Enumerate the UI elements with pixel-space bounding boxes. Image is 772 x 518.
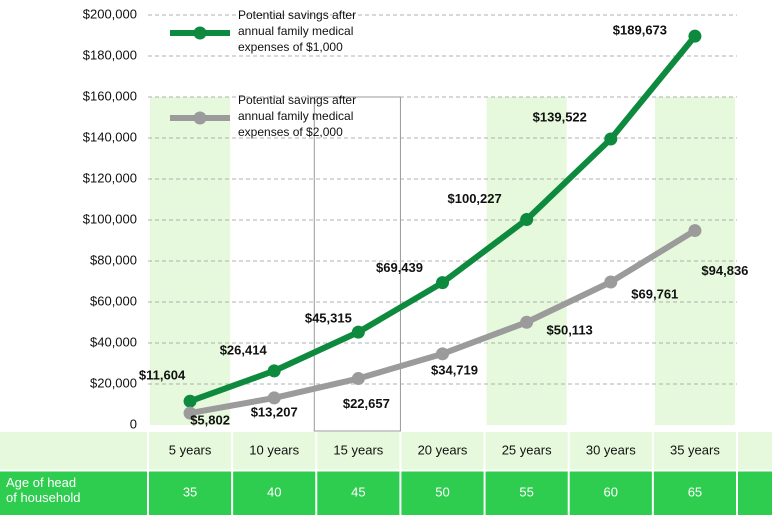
legend-dot	[193, 111, 207, 125]
legend-dot	[193, 26, 207, 40]
point	[267, 391, 281, 405]
y-tick-label: $60,000	[90, 293, 137, 308]
point	[688, 29, 702, 43]
data-label: $22,657	[343, 396, 390, 411]
age-cell: 35	[183, 484, 197, 499]
legend-label: Potential savings after annual family med…	[238, 93, 356, 139]
data-label: $45,315	[305, 311, 352, 326]
y-tick-label: $40,000	[90, 334, 137, 349]
y-tick-label: $100,000	[83, 211, 137, 226]
y-tick-label: 0	[130, 416, 137, 431]
y-tick-label: $80,000	[90, 252, 137, 267]
data-label: $26,414	[220, 342, 268, 357]
y-tick-label: $20,000	[90, 375, 137, 390]
age-cell: 55	[519, 484, 533, 499]
row-label: Age of head of household	[6, 475, 80, 505]
point	[436, 276, 449, 290]
age-cell: 45	[351, 484, 365, 499]
point	[183, 394, 197, 408]
point	[351, 372, 365, 386]
point	[604, 132, 618, 146]
age-cell: 60	[604, 484, 618, 499]
legend-label: Potential savings after annual family med…	[238, 8, 356, 54]
y-tick-label: $140,000	[83, 129, 137, 144]
point	[604, 275, 618, 289]
data-label: $13,207	[251, 404, 298, 419]
data-label: $94,836	[701, 263, 748, 278]
data-label: $139,522	[533, 109, 587, 124]
data-label: $189,673	[613, 23, 667, 38]
x-tick-label: 25 years	[502, 442, 552, 457]
highlight-box	[313, 96, 401, 432]
x-tick-label: 15 years	[333, 442, 383, 457]
data-label: $11,604	[139, 368, 186, 383]
age-cell: 40	[267, 484, 281, 499]
age-cell: 65	[688, 484, 702, 499]
point	[183, 406, 197, 420]
data-label: $69,439	[376, 260, 423, 275]
point	[267, 364, 281, 378]
point	[351, 325, 365, 339]
point	[688, 224, 702, 238]
y-tick-label: $120,000	[83, 170, 137, 185]
x-tick-label: 35 years	[670, 442, 720, 457]
x-tick-label: 20 years	[418, 442, 468, 457]
x-tick-label: 30 years	[586, 442, 636, 457]
data-label: $69,761	[631, 286, 678, 301]
data-label: $5,802	[190, 413, 230, 428]
data-label: $100,227	[448, 191, 502, 206]
x-tick-label: 5 years	[169, 442, 212, 457]
table-row-categories	[0, 432, 772, 470]
y-tick-label: $180,000	[83, 47, 137, 62]
age-cell: 50	[435, 484, 449, 499]
point	[436, 347, 449, 361]
table-row-ages	[0, 471, 772, 515]
data-label: $50,113	[547, 323, 593, 338]
point	[520, 315, 534, 329]
point	[520, 213, 534, 227]
data-label: $34,719	[431, 362, 478, 377]
y-tick-label: $200,000	[83, 6, 137, 21]
series-line	[189, 228, 697, 417]
y-tick-label: $160,000	[83, 88, 137, 103]
x-tick-label: 10 years	[249, 442, 299, 457]
